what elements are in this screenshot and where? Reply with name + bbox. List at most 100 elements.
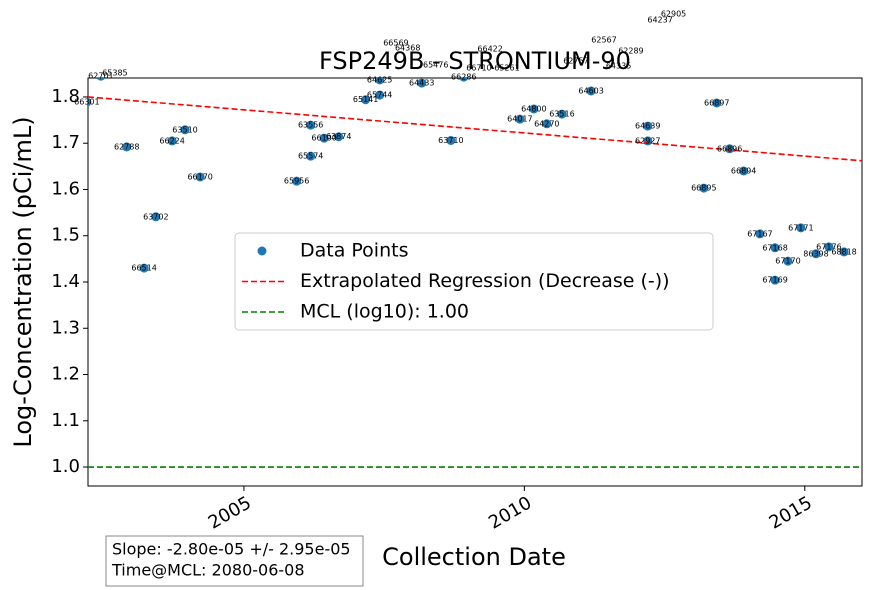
annotation-line: Time@MCL: 2080-06-08 [111,561,305,580]
point-label: 68818 [831,247,856,256]
y-tick-label: 1.6 [51,178,80,199]
legend-label: Data Points [300,240,408,262]
data-point [151,212,161,222]
point-label: 66895 [691,184,716,193]
x-tick-label: 2015 [766,492,816,533]
point-label: 66286 [451,73,476,82]
point-label: 63710 [438,136,463,145]
point-label: 66710 [466,63,491,72]
data-point [306,120,316,130]
y-tick-label: 1.0 [51,456,80,477]
data-point [375,90,385,100]
point-label: 63556 [298,121,323,130]
data-point [770,243,780,253]
point-label: 66301 [74,98,99,107]
data-point [755,229,765,239]
point-label: 63874 [326,132,351,141]
data-point [417,78,427,88]
annotation-box [105,535,364,587]
point-label: 66896 [717,144,742,153]
data-point [783,256,793,266]
point-label: 62927 [635,136,660,145]
data-point [292,176,302,186]
point-label: 64335 [606,61,631,70]
legend-label: MCL (log10): 1.00 [300,301,469,323]
point-label: 64270 [534,119,559,128]
legend-box [234,232,714,331]
data-point [515,114,525,124]
data-point [529,104,539,114]
data-point [699,183,709,193]
data-point [712,98,722,108]
data-point [796,223,806,233]
data-point [334,132,344,142]
x-axis-label: Collection Date [382,543,566,571]
data-point [96,78,106,81]
point-label: 66569 [383,38,408,47]
point-label: 64625 [367,75,392,84]
data-point [824,242,834,252]
point-label: 65141 [353,95,378,104]
data-point [180,125,190,135]
y-tick-label: 1.3 [51,317,80,338]
data-point [361,95,371,105]
annotation: Slope: -2.80e-05 +/- 2.95e-05 Time@MCL: … [105,535,364,587]
data-point [306,151,316,161]
data-point [167,136,177,146]
data-point [811,249,821,259]
point-label: 67168 [762,243,787,252]
data-point [139,263,149,273]
data-point [122,142,132,152]
point-label: 62905 [661,10,686,19]
point-label: 65385 [102,68,127,77]
point-label: 67170 [775,257,800,266]
data-point [643,121,653,131]
point-label: 64800 [521,104,546,113]
point-label: 66894 [731,166,756,175]
point-label: 63510 [172,125,197,134]
x-tick-label: 2005 [205,492,255,533]
point-label: 64433 [409,79,434,88]
point-label: 67167 [747,229,772,238]
point-label: 65956 [284,177,309,186]
point-label: 64603 [578,86,603,95]
data-point [88,97,92,107]
legend: Data Points Extrapolated Regression (Decr… [234,232,714,331]
y-axis-label: Log-Concentration (pCi/mL) [9,116,37,447]
x-tick-label: 2010 [485,492,535,533]
point-label: 67169 [762,276,787,285]
point-label: 63516 [549,110,574,119]
point-label: 64368 [395,43,420,52]
data-point [739,166,749,176]
data-point [319,133,329,143]
y-tick-label: 1.8 [51,86,80,107]
data-point [195,172,205,182]
data-point [586,86,596,96]
y-tick-label: 1.7 [51,132,80,153]
point-label: 65574 [298,152,323,161]
data-point [446,135,456,145]
y-tick-label: 1.2 [51,364,80,385]
plot-area [88,78,862,468]
point-label: 66224 [159,136,184,145]
point-label: 62757 [563,56,588,65]
point-label: 62788 [114,142,139,151]
point-label: 66170 [187,172,212,181]
point-label: 65476 [423,61,448,70]
y-tick-label: 1.4 [51,271,80,292]
point-label: 65261 [494,63,519,72]
legend-marker [257,246,267,256]
y-tick-label: 1.1 [51,410,80,431]
point-label: 67176 [816,242,841,251]
point-label: 66422 [477,44,502,53]
legend-label: Extrapolated Regression (Decrease (-)) [300,270,670,292]
point-label: 66514 [131,264,156,273]
point-label: 64639 [635,122,660,131]
data-point [542,119,552,129]
point-label: 64237 [647,16,672,25]
point-label: 66897 [704,98,729,107]
data-point [770,275,780,285]
series-line [88,96,862,162]
point-label: 67171 [788,223,813,232]
